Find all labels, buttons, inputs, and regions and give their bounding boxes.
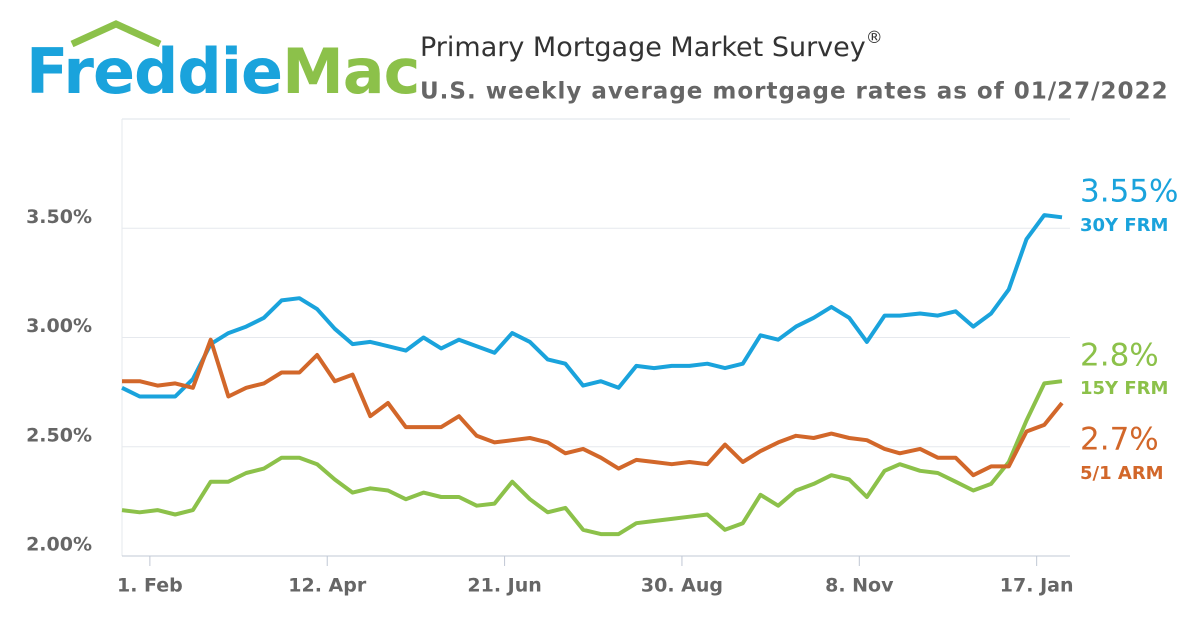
y-tick-label: 3.00% [26,315,92,337]
x-tick-label: 17. Jan [1000,575,1074,597]
logo-left: Freddie [26,35,282,108]
x-tick-label: 8. Nov [825,575,894,597]
chart-subtitle: U.S. weekly average mortgage rates as of… [420,79,1169,105]
x-tick-label: 1. Feb [117,575,183,597]
y-tick-label: 2.50% [26,424,92,446]
x-tick-label: 12. Apr [288,575,367,597]
legend-label: 15Y FRM [1080,378,1168,399]
x-tick-label: 21. Jun [467,575,541,597]
title-text: Primary Mortgage Market Survey [420,32,866,63]
x-tick-label: 30. Aug [641,575,723,597]
end-value-label: 2.8% [1080,338,1159,374]
series-line [122,337,1064,478]
series-line [121,379,1063,537]
title-mark: ® [866,28,883,48]
chart-title: Primary Mortgage Market Survey® [420,28,883,63]
legend-label: 5/1 ARM [1080,463,1164,484]
end-value-label: 2.7% [1080,422,1159,458]
end-value-label: 3.55% [1080,174,1178,210]
logo-roof [70,20,162,48]
logo: FreddieMac [26,35,419,108]
legend-label: 30Y FRM [1080,215,1168,236]
logo-right: Mac [282,35,419,108]
series-line [121,213,1063,399]
y-tick-label: 3.50% [26,206,92,228]
y-tick-label: 2.00% [26,534,92,556]
